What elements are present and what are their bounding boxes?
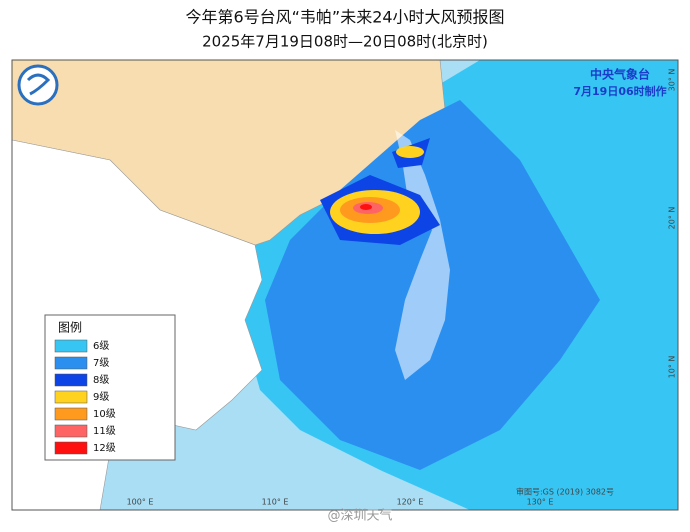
legend-swatch — [54, 339, 88, 353]
frame — [11, 59, 679, 511]
legend-swatch — [54, 424, 88, 438]
legend-swatch — [54, 441, 88, 455]
legend-label: 8级 — [93, 374, 109, 386]
legend-title: 图例 — [58, 321, 82, 335]
lon-label: 130° E — [527, 498, 554, 507]
issued: 7月19日06时制作 — [573, 84, 666, 98]
legend-swatch — [54, 407, 88, 421]
map — [12, 60, 678, 510]
logo — [17, 64, 59, 106]
logo-mark — [26, 73, 51, 96]
legend-swatch — [54, 373, 88, 387]
watermark: @深圳天气 — [327, 508, 392, 524]
legend: 图例 6级 7级 8级 9级 10级 11级 12级 — [44, 314, 176, 461]
title: 今年第6号台风“韦帕”未来24小时大风预报图 — [185, 8, 504, 27]
legend-swatch — [54, 356, 88, 370]
legend-label: 11级 — [93, 425, 116, 437]
legend-swatch — [54, 390, 88, 404]
map-number: 审图号:GS (2019) 3082号 — [516, 487, 614, 497]
lat-label: 30° N — [668, 69, 677, 92]
agency: 中央气象台 — [590, 67, 650, 82]
lat-label: 10° N — [668, 356, 677, 379]
zone-9 — [396, 146, 424, 158]
subtitle: 2025年7月19日08时—20日08时(北京时) — [202, 33, 488, 51]
lat-label: 20° N — [668, 207, 677, 230]
lon-label: 110° E — [262, 498, 289, 507]
lon-label: 120° E — [397, 498, 424, 507]
legend-label: 9级 — [93, 391, 109, 403]
legend-label: 7级 — [93, 357, 109, 369]
legend-box — [44, 314, 176, 461]
legend-label: 10级 — [93, 408, 116, 420]
zone-12 — [360, 204, 372, 210]
lon-label: 100° E — [127, 498, 154, 507]
legend-label: 6级 — [93, 340, 109, 352]
legend-label: 12级 — [93, 442, 116, 454]
